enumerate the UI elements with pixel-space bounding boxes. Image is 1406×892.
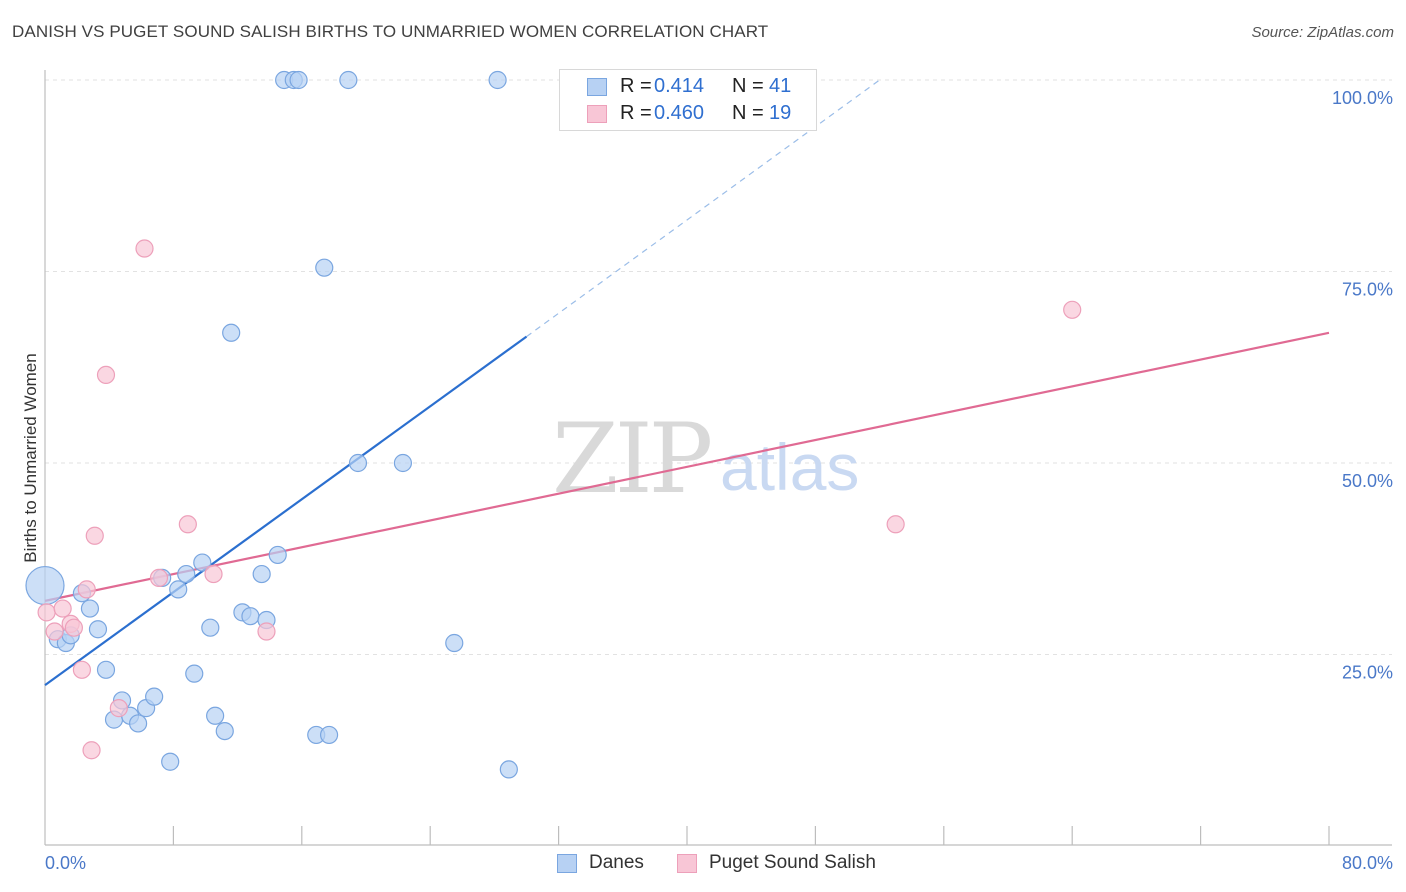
watermark-zip: ZIP	[552, 403, 711, 515]
x-tick-label-min: 0.0%	[45, 853, 86, 873]
x-tick-label-max: 80.0%	[1342, 853, 1393, 873]
x-tick-marks	[172, 826, 1330, 845]
danes-point	[25, 565, 65, 606]
danes-point	[80, 599, 100, 618]
danes-point	[201, 618, 220, 637]
danes-point	[319, 725, 339, 745]
salish-point	[886, 515, 905, 534]
source-credit: Source: ZipAtlas.com	[1251, 24, 1394, 41]
salish-point	[204, 564, 223, 584]
danes-point	[289, 70, 308, 90]
danes-point	[206, 706, 225, 725]
danes-point	[268, 545, 287, 565]
bottom-danes-swatch	[557, 854, 577, 873]
danes-point	[145, 687, 164, 706]
danes-point	[348, 453, 368, 473]
y-tick-labels: 25.0% 50.0% 75.0% 100.0%	[1332, 88, 1393, 683]
y-axis-label: Births to Unmarried Women	[21, 353, 40, 562]
bottom-legend-danes: Danes	[557, 852, 657, 876]
danes-point	[339, 70, 358, 90]
chart-title: DANISH VS PUGET SOUND SALISH BIRTHS TO U…	[12, 22, 769, 41]
danes-point	[177, 564, 196, 584]
danes-point	[488, 70, 507, 90]
y-tick-label: 25.0%	[1342, 663, 1393, 683]
y-tick-label: 75.0%	[1342, 280, 1393, 300]
salish-n-value: 19	[769, 102, 792, 124]
salish-point	[257, 622, 276, 641]
watermark-atlas: atlas	[720, 430, 859, 504]
danes-point	[252, 564, 271, 584]
bottom-salish-swatch	[677, 854, 697, 873]
danes-point	[393, 453, 413, 473]
danes-trend-extension	[526, 79, 880, 338]
salish-point	[53, 599, 72, 618]
salish-point	[85, 526, 104, 545]
danes-r-value: 0.414	[654, 75, 705, 97]
salish-point	[37, 603, 56, 622]
danes-swatch	[587, 78, 607, 96]
salish-point	[135, 239, 154, 258]
salish-swatch	[587, 105, 607, 123]
salish-n-label: N =	[732, 102, 764, 124]
salish-point	[96, 365, 116, 385]
danes-point	[96, 660, 116, 679]
danes-n-value: 41	[769, 75, 792, 97]
danes-trend-line	[44, 335, 528, 687]
danes-point	[185, 664, 204, 683]
trend-lines	[44, 79, 1330, 687]
salish-point	[72, 660, 92, 679]
salish-trend-line	[44, 331, 1330, 602]
salish-point	[45, 622, 64, 641]
danes-point	[445, 633, 464, 653]
danes-point	[241, 607, 260, 626]
salish-r-label: R =	[620, 102, 652, 124]
salish-point	[64, 618, 83, 637]
bottom-salish-label: Puget Sound Salish	[709, 852, 876, 873]
salish-point	[1063, 300, 1082, 319]
danes-point	[88, 620, 108, 639]
grid-layer	[45, 79, 1392, 655]
salish-r-value: 0.460	[654, 102, 705, 124]
legend-row-salish: R = 0.460 N = 19	[560, 102, 816, 130]
salish-point	[82, 741, 101, 760]
danes-point	[215, 721, 234, 741]
danes-point	[128, 714, 148, 733]
danes-n-label: N =	[732, 75, 764, 97]
salish-point	[77, 580, 96, 599]
danes-point	[161, 752, 180, 771]
danes-point	[315, 258, 334, 277]
danes-r-label: R =	[620, 75, 652, 97]
salish-point	[178, 515, 197, 534]
data-points	[25, 70, 1082, 779]
legend-row-danes: R = 0.414 N = 41	[560, 75, 816, 103]
salish-point	[149, 568, 169, 588]
y-tick-label: 50.0%	[1342, 471, 1393, 491]
salish-point	[109, 699, 128, 718]
danes-point	[499, 760, 518, 779]
danes-point	[193, 553, 212, 572]
y-tick-label: 100.0%	[1332, 88, 1393, 108]
danes-point	[169, 580, 188, 599]
danes-point	[222, 323, 241, 342]
stats-legend: R = 0.414 N = 41 R = 0.460 N = 19	[559, 69, 817, 131]
bottom-legend-salish: Puget Sound Salish	[677, 852, 897, 876]
bottom-danes-label: Danes	[589, 852, 644, 873]
